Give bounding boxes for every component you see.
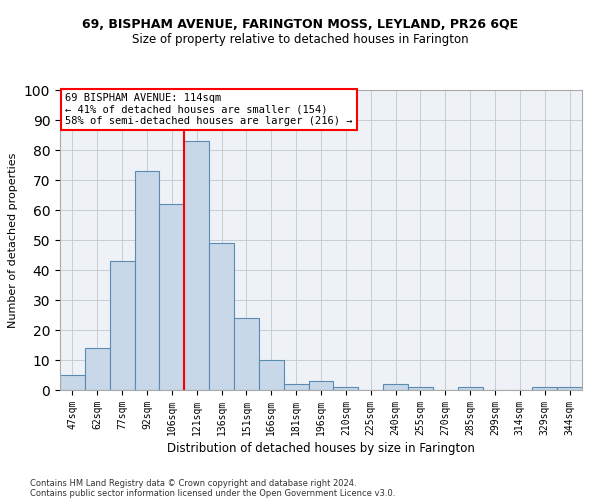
- Bar: [408, 387, 433, 390]
- Bar: [334, 387, 358, 390]
- Bar: [160, 204, 184, 390]
- Text: Contains public sector information licensed under the Open Government Licence v3: Contains public sector information licen…: [30, 488, 395, 498]
- Bar: [532, 387, 557, 390]
- Bar: [284, 384, 308, 390]
- Bar: [234, 318, 259, 390]
- Bar: [60, 375, 85, 390]
- Bar: [458, 387, 482, 390]
- Bar: [134, 171, 160, 390]
- Bar: [308, 381, 334, 390]
- Bar: [184, 141, 209, 390]
- Bar: [85, 348, 110, 390]
- Y-axis label: Number of detached properties: Number of detached properties: [8, 152, 19, 328]
- Text: Size of property relative to detached houses in Farington: Size of property relative to detached ho…: [131, 32, 469, 46]
- Bar: [557, 387, 582, 390]
- Bar: [209, 243, 234, 390]
- X-axis label: Distribution of detached houses by size in Farington: Distribution of detached houses by size …: [167, 442, 475, 455]
- Text: Contains HM Land Registry data © Crown copyright and database right 2024.: Contains HM Land Registry data © Crown c…: [30, 478, 356, 488]
- Text: 69, BISPHAM AVENUE, FARINGTON MOSS, LEYLAND, PR26 6QE: 69, BISPHAM AVENUE, FARINGTON MOSS, LEYL…: [82, 18, 518, 30]
- Bar: [110, 261, 134, 390]
- Bar: [383, 384, 408, 390]
- Bar: [259, 360, 284, 390]
- Text: 69 BISPHAM AVENUE: 114sqm
← 41% of detached houses are smaller (154)
58% of semi: 69 BISPHAM AVENUE: 114sqm ← 41% of detac…: [65, 93, 353, 126]
